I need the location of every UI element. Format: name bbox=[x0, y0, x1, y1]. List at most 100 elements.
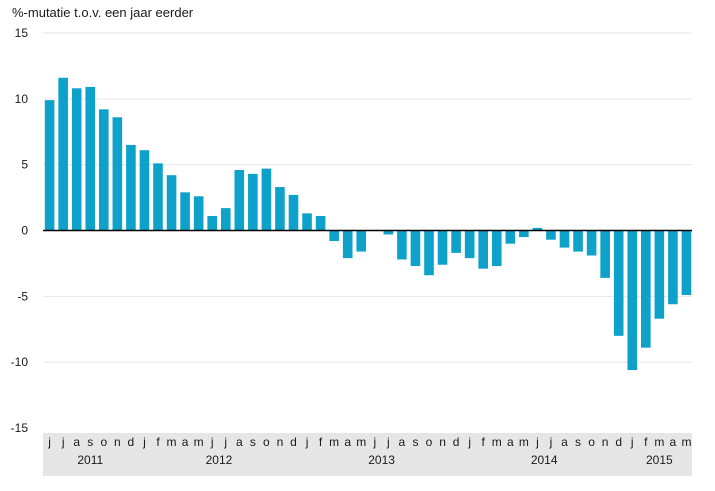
bar bbox=[234, 169, 245, 231]
x-tick-label: f bbox=[482, 435, 486, 449]
x-axis-band bbox=[43, 433, 692, 476]
bar bbox=[424, 230, 434, 276]
bar bbox=[410, 230, 421, 267]
bars bbox=[44, 77, 692, 371]
bar bbox=[559, 230, 570, 248]
x-tick-label: d bbox=[615, 435, 622, 449]
bar bbox=[85, 86, 96, 231]
x-tick-label: j bbox=[372, 435, 376, 449]
bar bbox=[586, 230, 597, 256]
year-label: 2011 bbox=[77, 453, 103, 467]
x-tick-label: s bbox=[575, 435, 581, 449]
bar bbox=[451, 230, 461, 253]
x-tick-label: j bbox=[210, 435, 214, 449]
y-tick-label: 0 bbox=[21, 224, 28, 238]
x-tick-label: j bbox=[305, 435, 309, 449]
bar bbox=[248, 173, 258, 231]
x-tick-label: n bbox=[114, 435, 121, 449]
bar bbox=[573, 230, 583, 252]
bar bbox=[180, 192, 190, 231]
x-tick-label: j bbox=[467, 435, 471, 449]
year-label: 2015 bbox=[646, 453, 673, 467]
x-tick-label: a bbox=[182, 435, 189, 449]
x-tick-label: f bbox=[156, 435, 160, 449]
x-tick-label: j bbox=[549, 435, 553, 449]
x-tick-label: j bbox=[47, 435, 51, 449]
bar bbox=[600, 230, 610, 278]
y-tick-label: -10 bbox=[11, 355, 29, 369]
x-tick-label: m bbox=[194, 435, 204, 449]
bar bbox=[329, 230, 339, 242]
bar bbox=[207, 216, 217, 231]
x-tick-label: d bbox=[128, 435, 135, 449]
x-tick-label: m bbox=[356, 435, 366, 449]
x-tick-label: s bbox=[250, 435, 256, 449]
bar bbox=[288, 194, 299, 231]
bar bbox=[641, 230, 651, 348]
year-label: 2013 bbox=[368, 453, 395, 467]
x-tick-label: m bbox=[329, 435, 339, 449]
x-tick-label: m bbox=[519, 435, 529, 449]
x-tick-label: s bbox=[87, 435, 93, 449]
x-tick-label: o bbox=[588, 435, 595, 449]
bar bbox=[627, 230, 638, 371]
x-tick-label: n bbox=[602, 435, 609, 449]
bar bbox=[668, 230, 678, 305]
x-tick-label: d bbox=[290, 435, 297, 449]
y-axis-ticks: 15 10 5 0 -5 -10 -15 bbox=[11, 26, 29, 435]
y-axis-label: %-mutatie t.o.v. een jaar eerder bbox=[12, 5, 194, 20]
bar bbox=[153, 163, 163, 231]
x-tick-label: n bbox=[277, 435, 284, 449]
bar bbox=[71, 88, 82, 231]
bar bbox=[261, 168, 272, 231]
bar bbox=[613, 230, 624, 336]
bar bbox=[532, 227, 543, 231]
x-tick-label: j bbox=[535, 435, 539, 449]
bar bbox=[112, 117, 123, 231]
x-tick-label: a bbox=[507, 435, 514, 449]
year-label: 2012 bbox=[206, 453, 233, 467]
x-tick-label: m bbox=[654, 435, 664, 449]
x-tick-label: f bbox=[319, 435, 323, 449]
x-tick-label: m bbox=[167, 435, 177, 449]
x-tick-label: j bbox=[630, 435, 634, 449]
bar bbox=[126, 144, 136, 231]
x-tick-label: j bbox=[223, 435, 227, 449]
x-tick-label: s bbox=[412, 435, 418, 449]
bar bbox=[519, 230, 529, 238]
y-tick-label: 10 bbox=[15, 92, 29, 106]
bar bbox=[99, 109, 109, 231]
x-tick-label: o bbox=[426, 435, 433, 449]
x-tick-label: o bbox=[263, 435, 270, 449]
bar bbox=[193, 196, 204, 231]
x-tick-label: f bbox=[644, 435, 648, 449]
x-tick-label: a bbox=[399, 435, 406, 449]
x-tick-label: j bbox=[61, 435, 65, 449]
year-label: 2014 bbox=[531, 453, 558, 467]
x-tick-label: j bbox=[142, 435, 146, 449]
bar bbox=[383, 230, 394, 235]
y-tick-label: 15 bbox=[15, 26, 29, 40]
bar bbox=[58, 77, 68, 231]
bar bbox=[315, 216, 326, 231]
bar bbox=[546, 230, 556, 240]
bar bbox=[478, 230, 488, 269]
gridlines bbox=[43, 32, 692, 363]
bar bbox=[356, 230, 367, 252]
x-axis-year-labels: 2011 2012 2013 2014 2015 bbox=[77, 453, 673, 467]
x-tick-label: a bbox=[561, 435, 568, 449]
y-tick-label: 5 bbox=[21, 158, 28, 172]
x-tick-label: a bbox=[73, 435, 80, 449]
y-tick-label: -15 bbox=[11, 421, 29, 435]
x-tick-label: n bbox=[439, 435, 446, 449]
bar bbox=[505, 230, 516, 244]
bar bbox=[342, 230, 353, 259]
x-tick-label: o bbox=[100, 435, 107, 449]
bar bbox=[139, 150, 150, 231]
x-tick-label: m bbox=[492, 435, 502, 449]
x-tick-label: a bbox=[670, 435, 677, 449]
x-tick-label: j bbox=[386, 435, 390, 449]
bar bbox=[275, 187, 285, 231]
